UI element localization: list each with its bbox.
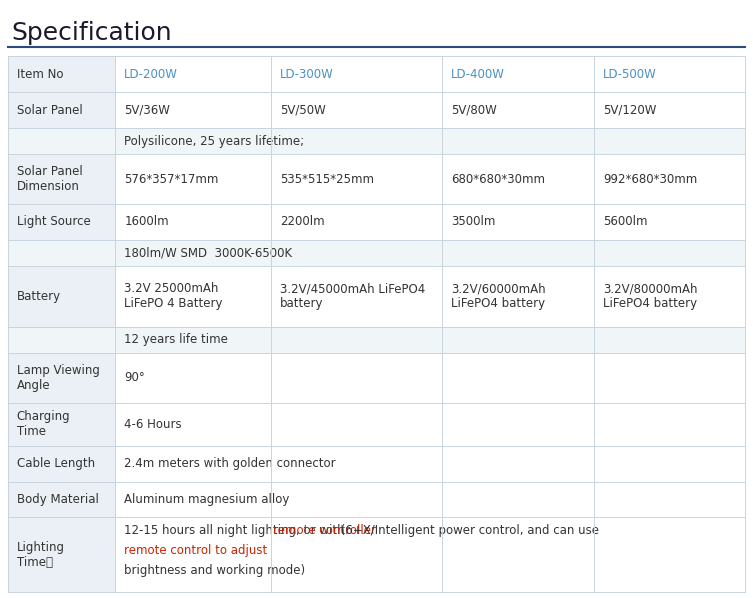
Text: Battery: Battery (17, 290, 61, 303)
Text: LD-300W: LD-300W (280, 68, 334, 81)
Bar (8, 446, 745, 481)
Text: 992*680*30mm: 992*680*30mm (603, 173, 697, 185)
Bar (8, 154, 115, 204)
Text: 1600lm: 1600lm (124, 215, 169, 228)
Text: 3500lm: 3500lm (451, 215, 495, 228)
Text: Body Material: Body Material (17, 493, 99, 506)
Text: 3.2V 25000mAh
LiFePO 4 Battery: 3.2V 25000mAh LiFePO 4 Battery (124, 282, 223, 310)
Bar (8, 481, 115, 517)
Text: 5V/50W: 5V/50W (280, 103, 325, 117)
Bar (8, 56, 745, 92)
Text: LD-400W: LD-400W (451, 68, 505, 81)
Bar (8, 517, 745, 592)
Bar (8, 204, 745, 240)
Text: Light Source: Light Source (17, 215, 90, 228)
Bar (8, 446, 115, 481)
Text: Item No: Item No (17, 68, 63, 81)
Text: 680*680*30mm: 680*680*30mm (451, 173, 545, 185)
Text: Cable Length: Cable Length (17, 457, 95, 470)
Text: remote control to adjust: remote control to adjust (124, 544, 267, 557)
Text: LD-200W: LD-200W (124, 68, 178, 81)
Text: Aluminum magnesium alloy: Aluminum magnesium alloy (124, 493, 290, 506)
Bar (8, 266, 115, 327)
Bar (8, 204, 115, 240)
Bar (8, 240, 745, 266)
Text: remote controller: remote controller (273, 524, 376, 538)
Text: 3.2V/45000mAh LiFePO4
battery: 3.2V/45000mAh LiFePO4 battery (280, 282, 425, 310)
Bar (8, 403, 745, 446)
Text: 5V/80W: 5V/80W (451, 103, 497, 117)
Text: 2200lm: 2200lm (280, 215, 325, 228)
Text: 3.2V/60000mAh
LiFePO4 battery: 3.2V/60000mAh LiFePO4 battery (451, 282, 546, 310)
Bar (8, 56, 115, 92)
Bar (8, 353, 115, 403)
Text: Polysilicone, 25 years lifetime;: Polysilicone, 25 years lifetime; (124, 135, 304, 148)
Text: 5V/120W: 5V/120W (603, 103, 657, 117)
Bar (8, 481, 745, 517)
Bar (8, 403, 115, 446)
Bar (8, 353, 745, 403)
Text: Specification: Specification (11, 21, 172, 45)
Text: Lighting
Time：: Lighting Time： (17, 541, 65, 569)
Text: 3.2V/80000mAh
LiFePO4 battery: 3.2V/80000mAh LiFePO4 battery (603, 282, 697, 310)
Text: 535*515*25mm: 535*515*25mm (280, 173, 373, 185)
Text: Charging
Time: Charging Time (17, 410, 70, 438)
Text: brightness and working mode): brightness and working mode) (124, 564, 306, 576)
Text: 12 years life time: 12 years life time (124, 334, 228, 346)
Text: 180lm/W SMD  3000K-6500K: 180lm/W SMD 3000K-6500K (124, 246, 292, 260)
Bar (8, 266, 745, 327)
Text: 90°: 90° (124, 371, 145, 385)
Text: Lamp Viewing
Angle: Lamp Viewing Angle (17, 364, 99, 392)
Bar (8, 327, 745, 353)
Text: 5600lm: 5600lm (603, 215, 648, 228)
Bar (8, 517, 115, 592)
Text: 2.4m meters with golden connector: 2.4m meters with golden connector (124, 457, 336, 470)
Text: 4-6 Hours: 4-6 Hours (124, 418, 182, 431)
Text: Solar Panel
Dimension: Solar Panel Dimension (17, 165, 82, 193)
Bar (8, 92, 745, 128)
Text: LD-500W: LD-500W (603, 68, 657, 81)
Bar (8, 92, 115, 128)
Text: 5V/36W: 5V/36W (124, 103, 170, 117)
Bar (8, 128, 745, 154)
Text: 576*357*17mm: 576*357*17mm (124, 173, 218, 185)
Bar (8, 154, 745, 204)
Text: 12-15 hours all night lighting, or with: 12-15 hours all night lighting, or with (124, 524, 349, 538)
Text: Solar Panel: Solar Panel (17, 103, 82, 117)
Text: (6+X/Intelligent power control, and can use: (6+X/Intelligent power control, and can … (337, 524, 599, 538)
